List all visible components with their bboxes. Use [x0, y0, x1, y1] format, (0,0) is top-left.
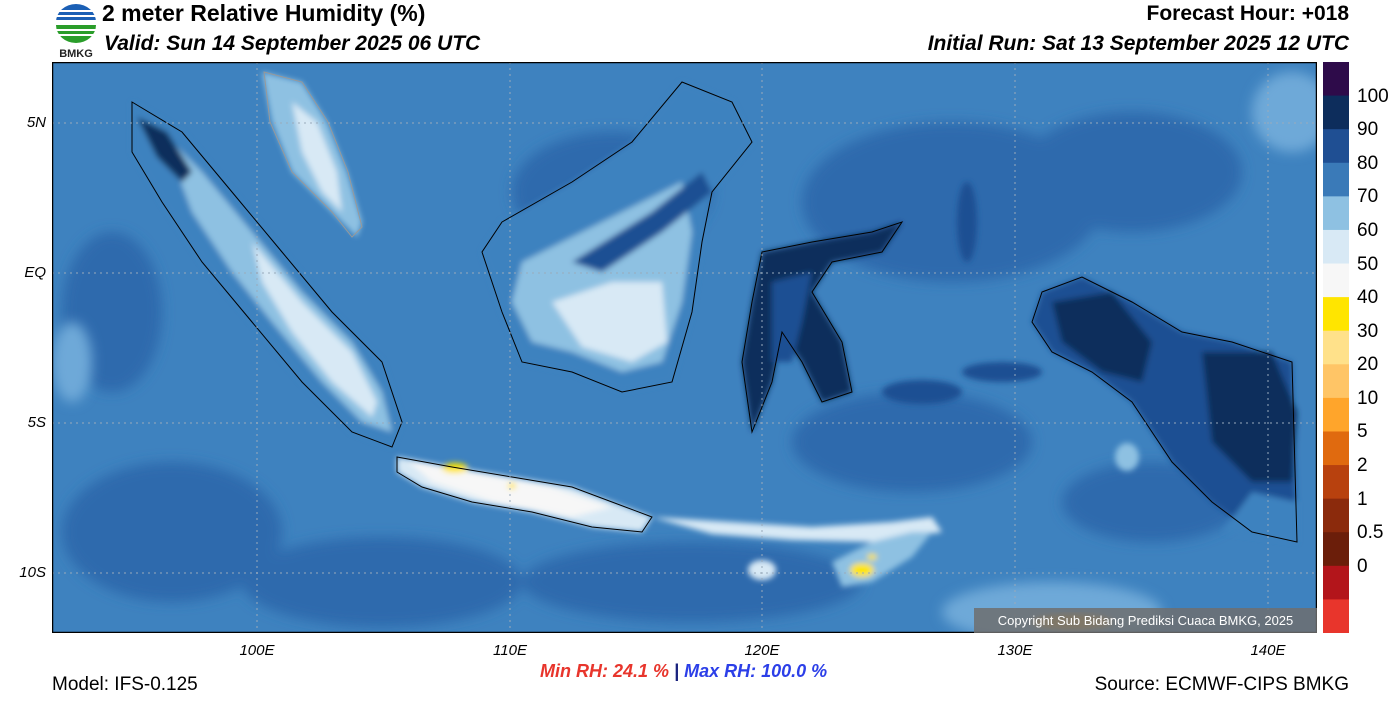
colorbar-label: 2	[1357, 455, 1368, 477]
colorbar-swatch	[1323, 62, 1349, 97]
lon-label-140e: 140E	[1250, 642, 1286, 659]
colorbar-label: 1	[1357, 488, 1368, 510]
min-max-stats: Min RH: 24.1 % | Max RH: 100.0 %	[540, 661, 827, 682]
colorbar-swatch	[1323, 263, 1349, 298]
colorbar-swatch	[1323, 498, 1349, 533]
colorbar-label: 5	[1357, 421, 1368, 443]
valid-time: Valid: Sun 14 September 2025 06 UTC	[104, 32, 481, 55]
gridlines	[52, 62, 1317, 633]
colorbar-label: 10	[1357, 387, 1379, 409]
colorbar-swatch	[1323, 431, 1349, 466]
sulawesi-coast	[741, 221, 904, 434]
lat-label-5n: 5N	[26, 114, 46, 131]
bmkg-logo: BMKG	[52, 2, 100, 60]
bmkg-logo-icon: BMKG	[55, 4, 97, 60]
papua	[1032, 277, 1297, 542]
colorbar-label: 60	[1357, 219, 1379, 241]
initial-run: Initial Run: Sat 13 September 2025 12 UT…	[927, 32, 1349, 55]
colorbar-label: 0.5	[1357, 522, 1384, 544]
page-title: 2 meter Relative Humidity (%)	[102, 0, 426, 26]
colorbar-label: 70	[1357, 186, 1379, 208]
colorbar-swatch	[1323, 95, 1349, 130]
colorbar-swatch	[1323, 229, 1349, 265]
map-svg	[51, 61, 1332, 642]
colorbar-swatch	[1323, 364, 1349, 399]
borneo	[482, 82, 752, 392]
colorbar	[1323, 62, 1349, 634]
sumatra-coast	[131, 101, 403, 448]
logo-text: BMKG	[59, 48, 93, 60]
model-label: Model: IFS-0.125	[52, 674, 198, 695]
papua-coast	[1031, 276, 1298, 543]
lon-label-120e: 120E	[744, 642, 780, 659]
colorbar-label: 0	[1357, 555, 1368, 577]
colorbar-label: 80	[1357, 152, 1379, 174]
lat-label-eq: EQ	[24, 264, 46, 281]
source-label: Source: ECMWF-CIPS BMKG	[1094, 674, 1349, 695]
min-rh: Min RH: 24.1 %	[540, 661, 670, 681]
lat-label-10s: 10S	[19, 564, 46, 581]
lon-label-100e: 100E	[239, 642, 275, 659]
malay-border	[263, 71, 363, 238]
maluku	[882, 182, 1139, 471]
colorbar-label: 30	[1357, 320, 1379, 342]
java-coast	[396, 456, 653, 533]
sumatra	[132, 102, 402, 447]
colorbar-label: 40	[1357, 287, 1379, 309]
stats-separator: |	[674, 661, 680, 681]
colorbar-swatch	[1323, 465, 1349, 500]
colorbar-label: 20	[1357, 354, 1379, 376]
malay-peninsula	[262, 72, 362, 237]
colorbar-swatch	[1323, 196, 1349, 231]
colorbar-swatch	[1323, 565, 1349, 600]
sulawesi	[742, 222, 902, 432]
colorbar-swatch	[1323, 532, 1349, 567]
lat-label-5s: 5S	[27, 414, 46, 431]
lon-label-110e: 110E	[493, 642, 527, 659]
colorbar-svg	[1323, 62, 1349, 634]
borneo-coast	[481, 81, 753, 393]
map-frame	[51, 61, 1318, 634]
colorbar-swatch	[1323, 129, 1349, 164]
colorbar-swatch	[1323, 330, 1349, 365]
colorbar-label: 50	[1357, 253, 1379, 275]
copyright-label: Copyright Sub Bidang Prediksi Cuaca BMKG…	[974, 608, 1317, 633]
colorbar-label: 90	[1357, 119, 1379, 141]
lon-label-130e: 130E	[997, 642, 1033, 659]
colorbar-swatch	[1323, 162, 1349, 197]
colorbar-label: 100	[1357, 85, 1389, 107]
humidity-map[interactable]	[51, 61, 1332, 642]
colorbar-swatch	[1323, 397, 1349, 432]
colorbar-swatch	[1323, 297, 1349, 332]
colorbar-swatch	[1323, 599, 1349, 634]
max-rh: Max RH: 100.0 %	[684, 661, 828, 681]
forecast-hour: Forecast Hour: +018	[1146, 2, 1350, 25]
